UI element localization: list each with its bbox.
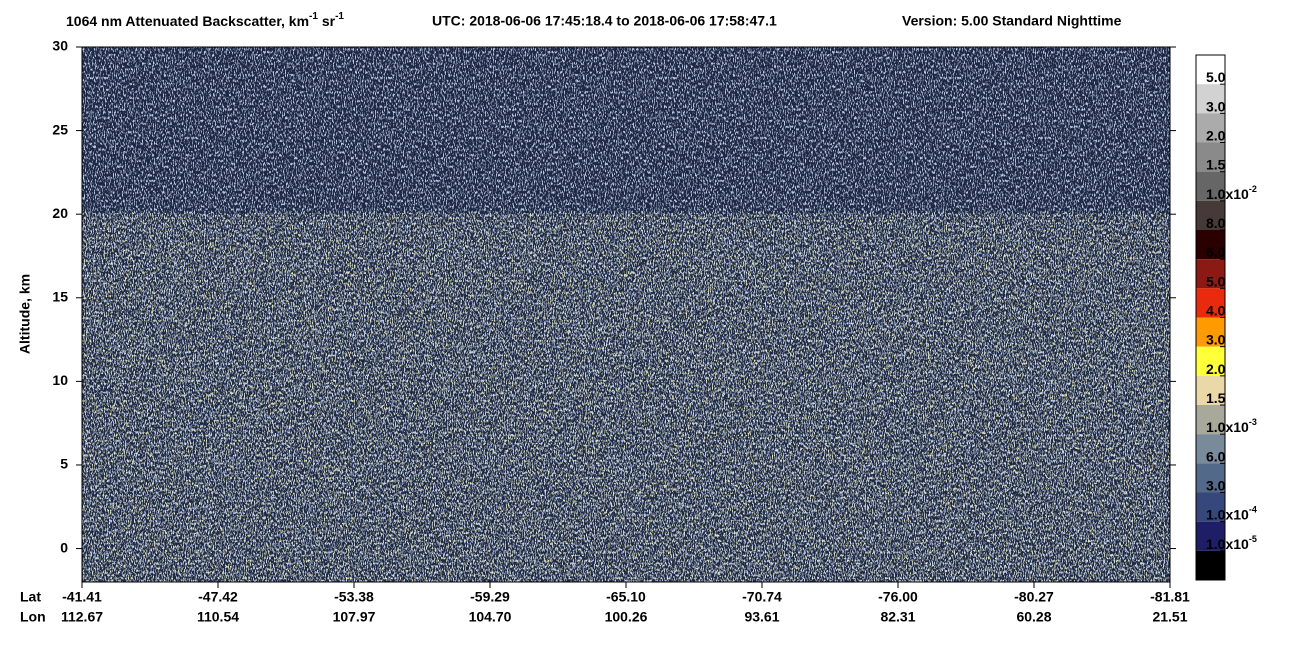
colorbar-label: 4.0 [1206, 302, 1226, 318]
colorbar-swatch [1196, 84, 1225, 114]
title-part: sr [318, 13, 336, 29]
colorbar-label: 6.0 [1206, 448, 1226, 464]
colorbar-label-text: 8.0 [1206, 215, 1226, 231]
y-axis-label: Altitude, km [17, 274, 33, 354]
colorbar-label-text: 6.0 [1206, 448, 1226, 464]
x-tick-label: 107.97 [333, 609, 376, 625]
colorbar-label: 1.5 [1206, 390, 1226, 406]
title-part: -1 [335, 11, 344, 22]
colorbar-label-text: 1.5 [1206, 156, 1226, 172]
colorbar-label-text: 1.0x10 [1206, 506, 1249, 522]
y-tick-label: 20 [52, 205, 68, 221]
plot-area [81, 46, 1171, 583]
x-tick-label: 60.28 [1016, 609, 1051, 625]
x-tick-label: 93.61 [744, 609, 779, 625]
colorbar-label: 2.0 [1206, 127, 1226, 143]
colorbar-swatch [1196, 521, 1225, 551]
colorbar-swatch [1196, 55, 1225, 85]
colorbar-label-text: 1.0x10 [1206, 536, 1249, 552]
colorbar-swatch [1196, 288, 1225, 318]
colorbar-swatch [1196, 463, 1225, 493]
colorbar-label-text: 1.0x10 [1206, 419, 1249, 435]
title-part: 1064 nm Attenuated Backscatter, km [66, 13, 309, 29]
y-tick-label: 10 [52, 372, 68, 388]
colorbar-label: 3.0 [1206, 331, 1226, 347]
colorbar-swatch [1196, 171, 1225, 201]
x-tick-label: -53.38 [334, 589, 374, 605]
colorbar-label-text: 4.0 [1206, 302, 1226, 318]
x-row-label: Lat [20, 589, 41, 605]
colorbar-label-text: 3.0 [1206, 331, 1226, 347]
colorbar-swatch [1196, 346, 1225, 376]
colorbar-swatch [1196, 317, 1225, 347]
x-tick-label: -65.10 [606, 589, 646, 605]
colorbar-swatch [1196, 142, 1225, 172]
colorbar-swatch [1196, 259, 1225, 289]
colorbar-label: 8.0 [1206, 215, 1226, 231]
x-tick-label: 21.51 [1152, 609, 1187, 625]
x-tick-label: 110.54 [197, 609, 239, 625]
colorbar-label-text: 2.0 [1206, 127, 1226, 143]
title-part: -1 [309, 11, 318, 22]
colorbar-label: 5.0 [1206, 69, 1226, 85]
x-tick-label: 100.26 [605, 609, 648, 625]
x-tick-label: 104.70 [469, 609, 512, 625]
y-tick-label: 25 [52, 121, 68, 137]
colorbar-label-text: 1.0x10 [1206, 186, 1249, 202]
colorbar-label: 6.0 [1206, 244, 1226, 260]
colorbar-swatch [1196, 550, 1225, 580]
colorbar-label: 3.0 [1206, 98, 1226, 114]
colorbar-label-exp: -4 [1249, 505, 1257, 515]
chart-title: 1064 nm Attenuated Backscatter, km-1 sr-… [66, 11, 344, 29]
colorbar-label: 1.0x10-5 [1206, 534, 1257, 551]
noise-texture [82, 213, 1170, 582]
colorbar-label-text: 2.0 [1206, 361, 1226, 377]
x-row-label: Lon [20, 609, 46, 625]
colorbar-swatch [1196, 230, 1225, 260]
colorbar-label-text: 1.5 [1206, 390, 1226, 406]
colorbar-label-exp: -5 [1249, 534, 1257, 544]
x-tick-label: -81.81 [1150, 589, 1190, 605]
y-tick-label: 0 [60, 539, 68, 555]
colorbar-label-exp: -2 [1249, 184, 1257, 194]
x-tick-label: 112.67 [61, 609, 103, 625]
colorbar-label-text: 6.0 [1206, 244, 1226, 260]
colorbar-label-text: 3.0 [1206, 98, 1226, 114]
colorbar-swatch [1196, 113, 1225, 143]
colorbar-label-text: 5.0 [1206, 69, 1226, 85]
colorbar-label: 1.0x10-2 [1206, 184, 1257, 201]
colorbar-label: 2.0 [1206, 361, 1226, 377]
colorbar-label: 1.0x10-4 [1206, 505, 1257, 522]
chart-subtitle: UTC: 2018-06-06 17:45:18.4 to 2018-06-06… [432, 13, 777, 29]
colorbar-label-text: 5.0 [1206, 273, 1226, 289]
x-tick-label: 82.31 [880, 609, 915, 625]
x-tick-label: -70.74 [742, 589, 782, 605]
x-tick-label: -80.27 [1014, 589, 1054, 605]
colorbar-label: 1.0x10-3 [1206, 418, 1257, 435]
y-tick-label: 30 [52, 38, 68, 54]
colorbar-swatch [1196, 492, 1225, 522]
colorbar-label-exp: -3 [1249, 418, 1257, 428]
y-tick-label: 5 [60, 456, 68, 472]
colorbar-swatch [1196, 375, 1225, 405]
colorbar-label: 1.5 [1206, 156, 1226, 172]
colorbar-swatch [1196, 434, 1225, 464]
colorbar-label-text: 3.0 [1206, 477, 1226, 493]
x-tick-label: -76.00 [878, 589, 918, 605]
colorbar-label: 3.0 [1206, 477, 1226, 493]
colorbar-swatch [1196, 405, 1225, 435]
version-label: Version: 5.00 Standard Nighttime [902, 13, 1122, 29]
x-tick-label: -41.41 [62, 589, 102, 605]
colorbar-swatch [1196, 200, 1225, 230]
y-tick-label: 15 [52, 288, 68, 304]
colorbar-label: 5.0 [1206, 273, 1226, 289]
x-tick-label: -47.42 [198, 589, 238, 605]
x-tick-label: -59.29 [470, 589, 510, 605]
